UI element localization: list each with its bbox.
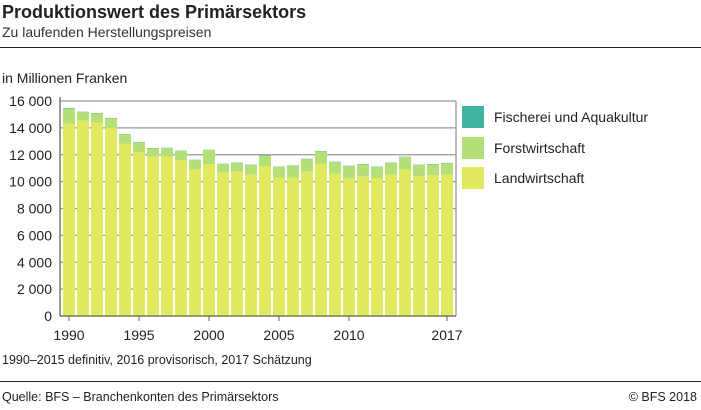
legend-item-fischerei: Fischerei und Aquakultur [462, 106, 648, 128]
x-tick-label: 2017 [431, 327, 462, 343]
bar-forstwirtschaft-1994 [119, 134, 131, 144]
bar-forstwirtschaft-2011 [357, 164, 369, 177]
bar-landwirtschaft-2015 [413, 176, 425, 316]
bar-forstwirtschaft-2006 [287, 165, 299, 178]
top-rule [0, 47, 701, 48]
y-tick-label: 12 000 [9, 147, 52, 163]
bar-forstwirtschaft-1996 [147, 148, 159, 157]
bar-forstwirtschaft-2009 [329, 162, 341, 174]
bar-forstwirtschaft-2010 [343, 166, 355, 179]
bottom-rule [0, 381, 701, 382]
legend-item-forst: Forstwirtschaft [462, 137, 585, 159]
y-tick-label: 2 000 [17, 281, 52, 297]
bar-forstwirtschaft-1998 [175, 151, 187, 161]
bar-forstwirtschaft-2017 [441, 163, 453, 175]
bar-landwirtschaft-2000 [203, 164, 215, 316]
bar-landwirtschaft-2001 [217, 172, 229, 316]
bar-forstwirtschaft-2000 [203, 150, 215, 165]
legend-label: Landwirtschaft [494, 170, 585, 186]
bar-landwirtschaft-1991 [77, 120, 89, 317]
legend-swatch [462, 167, 484, 189]
legend-label: Fischerei und Aquakultur [494, 109, 649, 125]
bar-landwirtschaft-2007 [301, 171, 313, 316]
x-tick-label: 2010 [333, 327, 364, 343]
copyright: © BFS 2018 [628, 390, 697, 404]
bar-forstwirtschaft-2002 [231, 163, 243, 172]
y-tick-label: 6 000 [17, 227, 52, 243]
bar-forstwirtschaft-1993 [105, 118, 117, 128]
bar-landwirtschaft-1992 [91, 122, 103, 316]
y-tick-label: 16 000 [9, 93, 52, 109]
bar-forstwirtschaft-2001 [217, 164, 229, 173]
bar-landwirtschaft-2011 [357, 176, 369, 316]
bar-landwirtschaft-1999 [189, 169, 201, 316]
bar-landwirtschaft-2003 [245, 174, 257, 316]
bar-forstwirtschaft-2004 [259, 155, 271, 167]
bar-landwirtschaft-1998 [175, 160, 187, 316]
legend-swatch [462, 106, 484, 128]
bar-forstwirtschaft-1999 [189, 160, 201, 170]
bar-forstwirtschaft-2005 [273, 167, 285, 178]
chart-subtitle: Zu laufenden Herstellungspreisen [2, 24, 212, 40]
bar-landwirtschaft-2017 [441, 174, 453, 316]
bar-forstwirtschaft-2014 [399, 157, 411, 170]
x-tick-label: 2005 [263, 327, 294, 343]
bar-forstwirtschaft-1992 [91, 113, 103, 123]
x-tick-label: 2000 [193, 327, 224, 343]
bar-forstwirtschaft-2003 [245, 165, 257, 175]
y-tick-label: 4 000 [17, 254, 52, 270]
bar-forstwirtschaft-2015 [413, 165, 425, 177]
bar-landwirtschaft-1997 [161, 156, 173, 316]
bar-landwirtschaft-2006 [287, 177, 299, 316]
bar-landwirtschaft-2014 [399, 169, 411, 316]
bar-landwirtschaft-2008 [315, 163, 327, 316]
legend-label: Forstwirtschaft [494, 140, 586, 156]
bar-landwirtschaft-2005 [273, 177, 285, 316]
bar-forstwirtschaft-2012 [371, 167, 383, 178]
bar-landwirtschaft-1993 [105, 127, 117, 316]
bar-landwirtschaft-2013 [385, 174, 397, 316]
bar-forstwirtschaft-1995 [133, 142, 145, 153]
bar-forstwirtschaft-2013 [385, 163, 397, 175]
bar-forstwirtschaft-1991 [77, 112, 89, 121]
bar-landwirtschaft-2016 [427, 175, 439, 316]
chart-title: Produktionswert des Primärsektors [2, 2, 307, 22]
bar-forstwirtschaft-1997 [161, 148, 173, 157]
bar-landwirtschaft-1995 [133, 152, 145, 316]
y-tick-label: 14 000 [9, 120, 52, 136]
source: Quelle: BFS – Branchenkonten des Primärs… [2, 390, 279, 404]
x-tick-label: 1990 [53, 327, 84, 343]
bar-forstwirtschaft-2007 [301, 159, 313, 172]
bar-landwirtschaft-1994 [119, 143, 131, 316]
bar-landwirtschaft-2002 [231, 171, 243, 316]
x-tick-label: 1995 [123, 327, 154, 343]
bar-forstwirtschaft-2016 [427, 164, 439, 176]
bar-landwirtschaft-2009 [329, 173, 341, 316]
y-tick-label: 10 000 [9, 174, 52, 190]
y-tick-label: 8 000 [17, 201, 52, 217]
bar-landwirtschaft-2010 [343, 178, 355, 316]
bar-forstwirtschaft-1990 [63, 108, 75, 124]
bar-landwirtschaft-2004 [259, 166, 271, 316]
bar-landwirtschaft-1990 [63, 123, 75, 316]
footnote: 1990–2015 definitiv, 2016 provisorisch, … [2, 353, 312, 367]
bar-forstwirtschaft-2008 [315, 151, 327, 164]
y-tick-label: 0 [44, 308, 52, 324]
legend-swatch [462, 137, 484, 159]
y-axis-label: in Millionen Franken [2, 70, 128, 86]
bar-landwirtschaft-1996 [147, 156, 159, 316]
legend-item-land: Landwirtschaft [462, 167, 584, 189]
bar-landwirtschaft-2012 [371, 177, 383, 316]
